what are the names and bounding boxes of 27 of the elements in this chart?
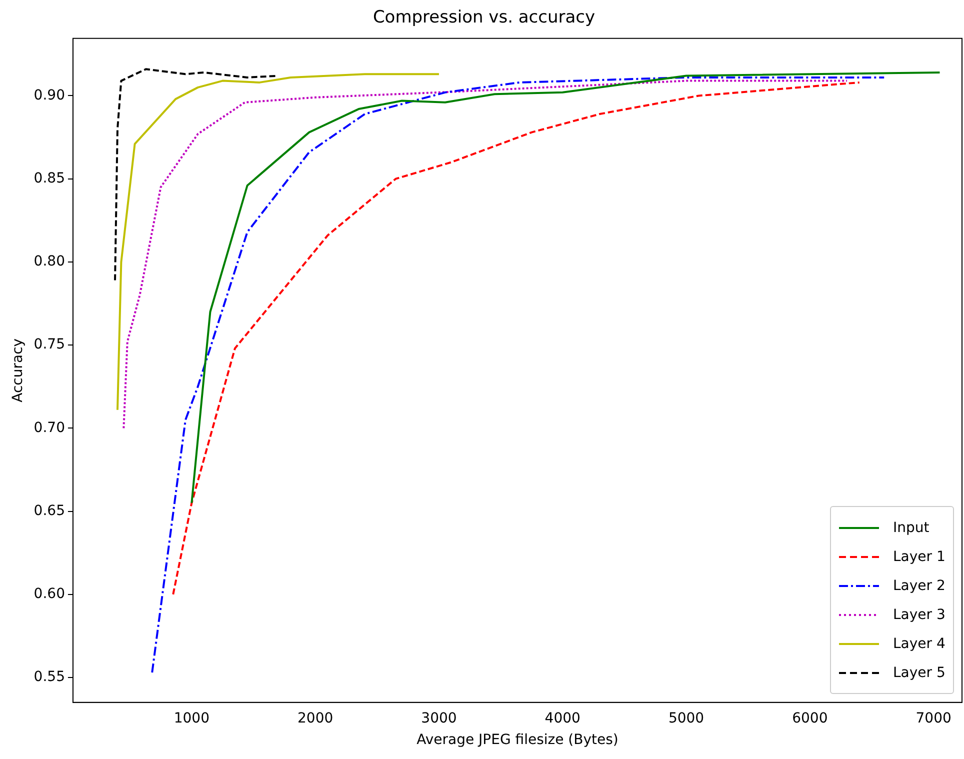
line-series bbox=[172, 81, 860, 596]
y-tick-label: 0.75 bbox=[34, 336, 65, 353]
x-tick-label: 1000 bbox=[174, 710, 210, 726]
y-axis-title: Accuracy bbox=[10, 338, 26, 402]
line-series bbox=[122, 80, 848, 430]
y-tick-label: 0.85 bbox=[34, 170, 65, 186]
y-tick-label: 0.70 bbox=[34, 420, 65, 436]
y-tick-label: 0.90 bbox=[34, 87, 65, 104]
y-tick-label: 0.55 bbox=[34, 669, 65, 686]
legend-label: Layer 3 bbox=[893, 606, 946, 623]
line-series bbox=[151, 76, 886, 674]
x-tick-label: 5000 bbox=[668, 710, 704, 726]
x-tick-label: 3000 bbox=[421, 710, 457, 726]
y-tick-label: 0.60 bbox=[34, 586, 65, 602]
legend-label: Layer 4 bbox=[893, 636, 946, 652]
x-tick-label: 4000 bbox=[544, 710, 580, 726]
x-axis-title: Average JPEG filesize (Bytes) bbox=[416, 732, 618, 748]
legend-label: Layer 2 bbox=[893, 578, 946, 594]
y-tick-label: 0.80 bbox=[34, 254, 65, 270]
legend-label: Layer 5 bbox=[893, 664, 946, 681]
legend-label: Input bbox=[893, 520, 930, 536]
chart-title: Compression vs. accuracy bbox=[372, 8, 596, 28]
legend-label: Layer 1 bbox=[893, 548, 946, 565]
x-tick-label: 7000 bbox=[916, 710, 952, 726]
x-tick-label: 2000 bbox=[298, 710, 334, 726]
y-tick-label: 0.65 bbox=[34, 502, 65, 519]
x-tick-label: 6000 bbox=[792, 710, 828, 726]
